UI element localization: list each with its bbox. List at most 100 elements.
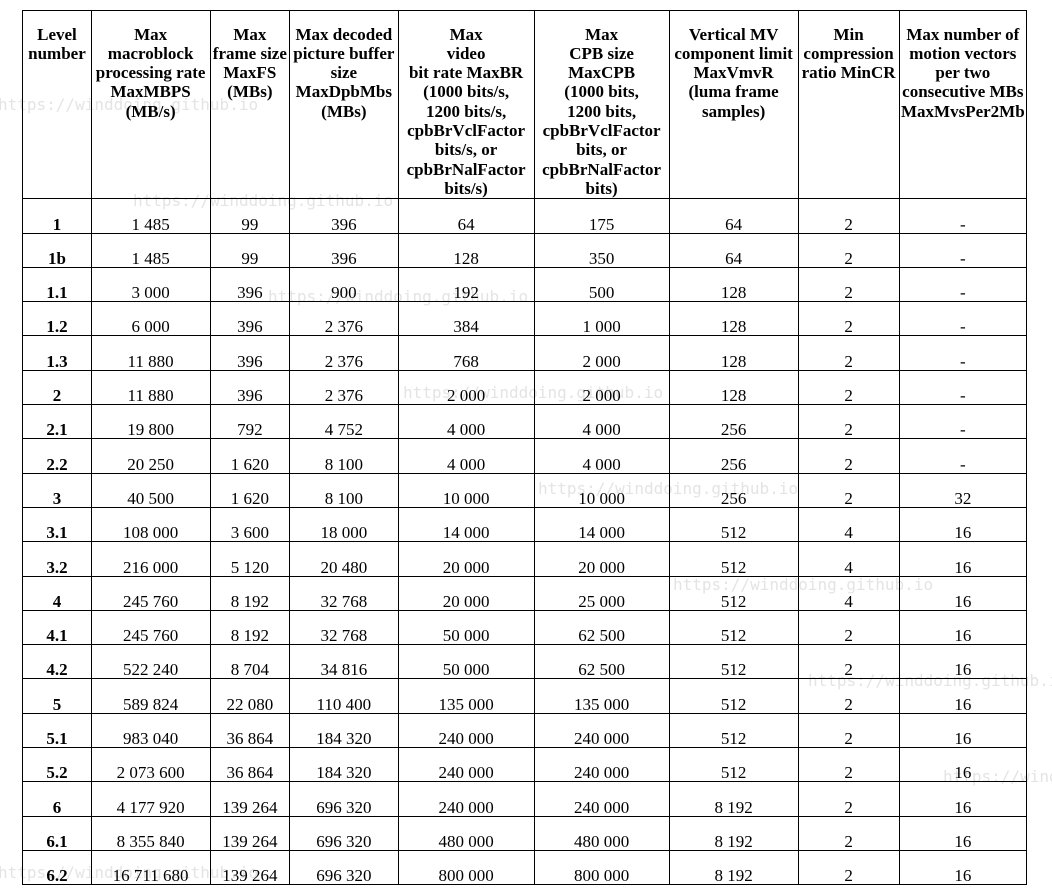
- value-cell: 139 264: [209, 781, 291, 817]
- value-cell: 8 192: [209, 609, 291, 646]
- table-row: 5.1 983 040 36 864 184 320 240 000 240 000 512…: [22, 712, 1028, 749]
- value-cell: 16: [898, 609, 1028, 646]
- value-cell: 11 880: [90, 369, 211, 406]
- table-row: 2.1 19 800 792 4 752 4 000 4 000 256 2-: [22, 404, 1028, 440]
- value-cell: 512: [668, 506, 799, 543]
- value-cell: -: [898, 198, 1028, 234]
- level-cell: 5.2: [22, 747, 92, 783]
- value-cell: 240 000: [533, 781, 670, 817]
- value-cell: 2 376: [289, 301, 399, 337]
- level-cell: 3.2: [22, 541, 92, 577]
- value-cell: 1 620: [209, 472, 291, 508]
- value-cell: 16 711 680: [90, 849, 211, 886]
- value-cell: 800 000: [533, 849, 670, 886]
- value-cell: 256: [668, 404, 799, 440]
- header-row: Level number Max macroblock processing ra…: [22, 9, 1028, 200]
- value-cell: 240 000: [397, 747, 535, 783]
- value-cell: 768: [397, 335, 535, 371]
- value-cell: 20 480: [289, 541, 399, 577]
- value-cell: 1 485: [90, 198, 211, 234]
- value-cell: 384: [397, 301, 535, 337]
- value-cell: 36 864: [209, 747, 291, 783]
- value-cell: 696 320: [289, 781, 399, 817]
- value-cell: 2 073 600: [90, 747, 211, 783]
- value-cell: 4: [797, 541, 900, 577]
- value-cell: 62 500: [533, 609, 670, 646]
- value-cell: 16: [898, 678, 1028, 714]
- value-cell: 128: [397, 232, 535, 268]
- value-cell: 34 816: [289, 644, 399, 680]
- value-cell: 512: [668, 747, 799, 783]
- value-cell: 216 000: [90, 541, 211, 577]
- table-row: 1b 1 485 99 396 128 350 64 2-: [22, 232, 1028, 268]
- value-cell: 64: [668, 198, 799, 234]
- value-cell: 396: [289, 232, 399, 268]
- value-cell: 50 000: [397, 609, 535, 646]
- value-cell: 128: [668, 266, 799, 303]
- value-cell: 128: [668, 369, 799, 406]
- value-cell: 512: [668, 575, 799, 611]
- value-cell: 2: [797, 438, 900, 474]
- value-cell: 240 000: [397, 712, 535, 749]
- table-row: 4.1 245 760 8 192 32 768 50 000 62 500 512 2 16: [22, 609, 1028, 646]
- value-cell: 240 000: [397, 781, 535, 817]
- value-cell: 50 000: [397, 644, 535, 680]
- value-cell: 4 177 920: [90, 781, 211, 817]
- value-cell: 800 000: [397, 849, 535, 886]
- value-cell: 139 264: [209, 815, 291, 851]
- value-cell: 3 600: [209, 506, 291, 543]
- level-cell: 2.1: [22, 404, 92, 440]
- value-cell: 4 000: [533, 438, 670, 474]
- column-header: Max frame size MaxFS (MBs): [209, 9, 291, 200]
- value-cell: 256: [668, 438, 799, 474]
- value-cell: 32 768: [289, 609, 399, 646]
- value-cell: 16: [898, 747, 1028, 783]
- value-cell: 16: [898, 849, 1028, 886]
- value-cell: 10 000: [533, 472, 670, 508]
- value-cell: 184 320: [289, 747, 399, 783]
- value-cell: 522 240: [90, 644, 211, 680]
- value-cell: 16: [898, 815, 1028, 851]
- value-cell: 10 000: [397, 472, 535, 508]
- value-cell: 4 000: [397, 404, 535, 440]
- column-header: Max CPB size MaxCPB (1000 bits, 1200 bit…: [533, 9, 670, 200]
- value-cell: 396: [209, 266, 291, 303]
- value-cell: 4: [797, 575, 900, 611]
- levels-table: Level number Max macroblock processing ra…: [22, 9, 1028, 886]
- value-cell: 2: [797, 404, 900, 440]
- value-cell: 32: [898, 472, 1028, 508]
- value-cell: 396: [209, 369, 291, 406]
- value-cell: 2: [797, 849, 900, 886]
- column-header: Min compression ratio MinCR: [797, 9, 900, 200]
- value-cell: 62 500: [533, 644, 670, 680]
- value-cell: 16: [898, 644, 1028, 680]
- value-cell: 512: [668, 712, 799, 749]
- level-cell: 6.2: [22, 849, 92, 886]
- table-row: 6.2 16 711 680 139 264 696 320 800 000 800 00…: [22, 849, 1028, 886]
- value-cell: 128: [668, 335, 799, 371]
- value-cell: 192: [397, 266, 535, 303]
- table-row: 1.1 3 000 396 900 192 500 128 2-: [22, 266, 1028, 303]
- value-cell: 2: [797, 712, 900, 749]
- table-row: 3.1 108 000 3 600 18 000 14 000 14 000 512 4 16: [22, 506, 1028, 543]
- value-cell: 480 000: [533, 815, 670, 851]
- level-cell: 2: [22, 369, 92, 406]
- value-cell: 8 704: [209, 644, 291, 680]
- value-cell: 4 752: [289, 404, 399, 440]
- value-cell: 8 192: [668, 815, 799, 851]
- value-cell: -: [898, 266, 1028, 303]
- value-cell: 4 000: [397, 438, 535, 474]
- value-cell: 480 000: [397, 815, 535, 851]
- value-cell: 22 080: [209, 678, 291, 714]
- column-header: Level number: [22, 9, 92, 200]
- value-cell: 240 000: [533, 712, 670, 749]
- level-cell: 1: [22, 198, 92, 234]
- value-cell: 2: [797, 678, 900, 714]
- value-cell: 8 192: [668, 849, 799, 886]
- column-header: Max number of motion vectors per two con…: [898, 9, 1028, 200]
- table-row: 3 40 500 1 620 8 100 10 000 10 000 256 2 32: [22, 472, 1028, 508]
- value-cell: 20 000: [397, 541, 535, 577]
- value-cell: 16: [898, 781, 1028, 817]
- value-cell: -: [898, 301, 1028, 337]
- value-cell: 8 100: [289, 472, 399, 508]
